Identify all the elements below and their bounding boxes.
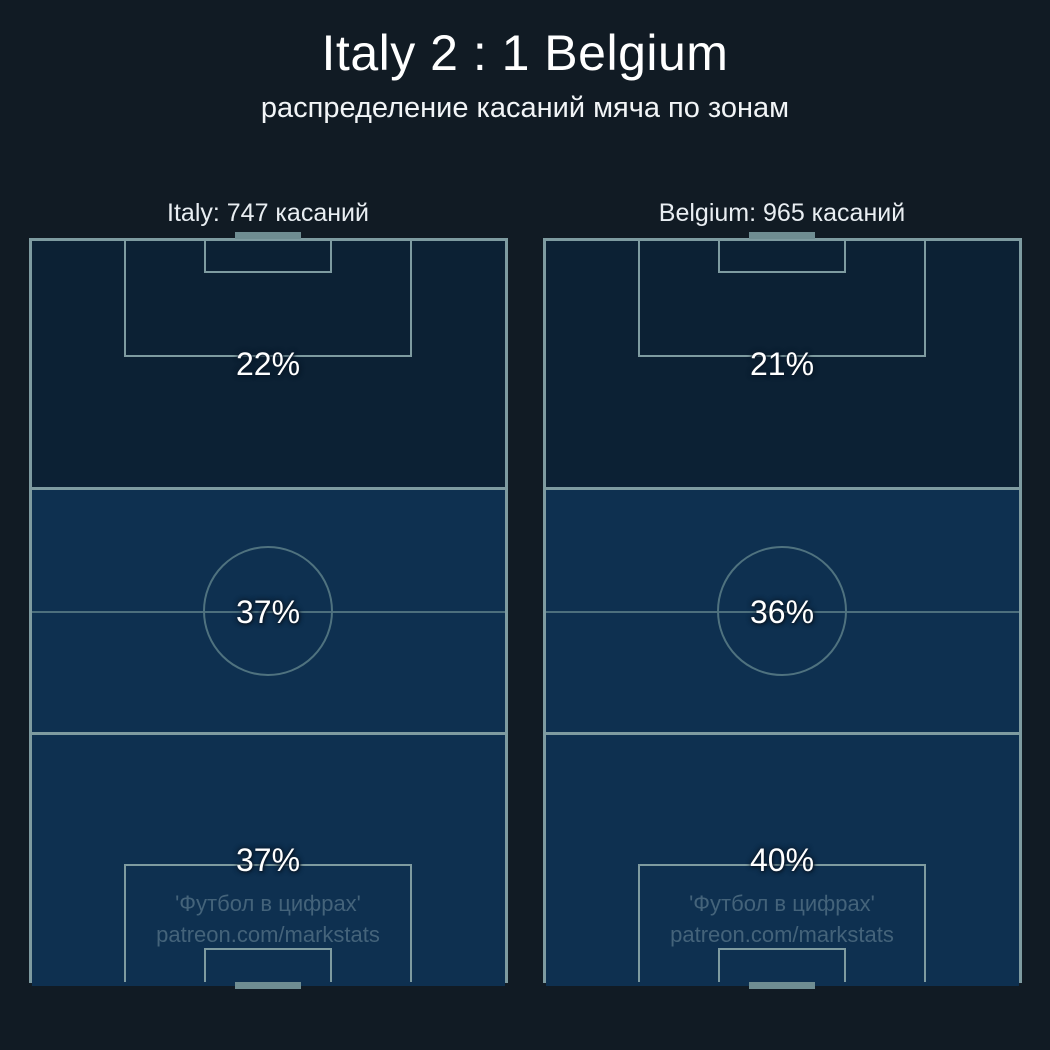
center-circle [203,546,333,676]
goal-bottom-icon [235,982,301,989]
page-title: Italy 2 : 1 Belgium [321,25,729,81]
pitch-label-belgium: Belgium: 965 касаний [658,199,906,227]
penalty-box-top [124,239,412,357]
goal-area-top [204,239,332,273]
zone-attacking-third-italy [31,241,505,487]
zone-value-middle-belgium: 36% [749,594,815,630]
zone-value-attacking-belgium: 21% [749,346,815,382]
pitch-block-belgium: Belgium: 965 касаний 21% 36% 40% 'Футбол… [542,196,1022,989]
pitch-diagram-italy: 22% 37% 37% 'Футбол в цифрах' patreon.co… [28,232,508,989]
zone-value-middle-italy: 37% [235,594,301,630]
goal-top-icon [235,232,301,239]
pitch-block-italy: Italy: 747 касаний 22% 37% 37% 'Футбол в… [28,196,508,989]
zone-defensive-third-italy [31,735,505,986]
goal-top-icon [749,232,815,239]
penalty-box-top [638,239,926,357]
goal-bottom-icon [749,982,815,989]
center-circle [717,546,847,676]
goal-area-bottom [204,948,332,982]
penalty-box-bottom [638,864,926,982]
goal-area-bottom [718,948,846,982]
page-header: Italy 2 : 1 Belgium распределение касани… [0,0,1050,128]
page-subtitle: распределение касаний мяча по зонам [260,92,790,124]
pitch-label-italy: Italy: 747 касаний [167,199,369,227]
pitch-comparison-row: Italy: 747 касаний 22% 37% 37% 'Футбол в… [0,196,1050,989]
goal-area-top [718,239,846,273]
zone-defensive-third-belgium [545,735,1019,986]
zone-value-attacking-italy: 22% [235,346,301,382]
pitch-diagram-belgium: 21% 36% 40% 'Футбол в цифрах' patreon.co… [542,232,1022,989]
penalty-box-bottom [124,864,412,982]
zone-attacking-third-belgium [545,241,1019,487]
zone-value-defensive-belgium: 40% [749,842,815,878]
zone-value-defensive-italy: 37% [235,842,301,878]
